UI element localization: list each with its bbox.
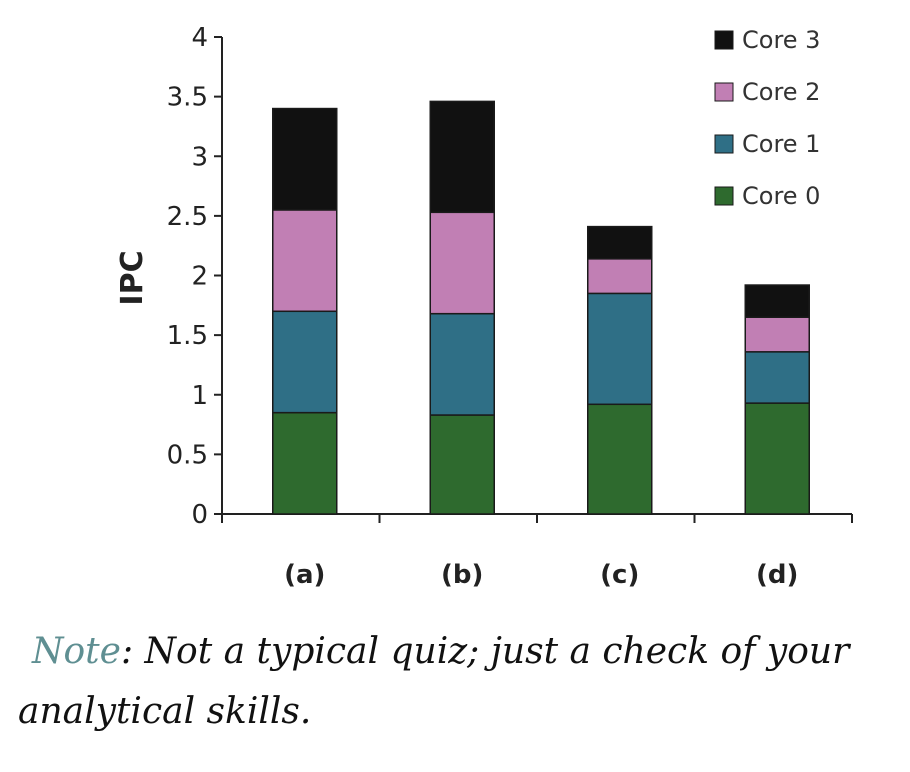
legend-swatch [714,30,734,50]
bar-segment-core-1 [744,351,810,404]
y-axis-label: IPC [115,250,150,305]
bar-segment-core-3 [272,107,338,211]
bar-segment-core-2 [744,316,810,353]
legend-label: Core 0 [742,182,820,210]
legend-label: Core 1 [742,130,820,158]
bar-segment-core-1 [429,312,495,416]
chart-bars [272,100,810,515]
chart-tick-labels: 0 0.5 1 1.5 2 2.5 3 3.5 4 (a) (b) (c) (d) [167,23,799,590]
bar-segment-core-0 [272,411,338,515]
bar-segment-core-1 [587,292,653,406]
bar-segment-core-0 [744,402,810,515]
y-tick-label: 4 [191,23,208,53]
legend-swatch [714,82,734,102]
y-tick-label: 1 [191,381,208,411]
bar-segment-core-1 [272,310,338,414]
y-tick-label: 0.5 [167,440,208,470]
stacked-bar-chart: 00.511.522.533.54(a) (b) (c) (d) Core 3Core… [115,23,853,590]
legend-swatch [714,186,734,206]
x-category-label: (b) [441,560,483,590]
y-tick-label: 3.5 [167,83,208,113]
bar-segment-core-2 [429,211,495,315]
note-text: Note: Not a typical quiz; just a check o… [18,622,898,742]
x-category-label: (d) [756,560,798,590]
legend-label: Core 2 [742,78,820,106]
chart-legend: Core 3 Core 2 Core 1 Core 0 [714,26,820,210]
legend-label: Core 3 [742,26,820,54]
y-tick-label: 0 [191,500,208,530]
bar-segment-core-3 [587,225,653,260]
x-category-label: (a) [284,560,325,590]
bar-segment-core-0 [429,414,495,515]
legend-swatch [714,134,734,154]
y-tick-label: 3 [191,142,208,172]
bar-segment-core-3 [744,284,810,318]
y-tick-label: 2.5 [167,202,208,232]
bar-segment-core-0 [587,403,653,515]
bar-segment-core-2 [587,258,653,295]
bar-segment-core-2 [272,209,338,313]
y-tick-label: 2 [191,262,208,292]
y-tick-label: 1.5 [167,321,208,351]
bar-segment-core-3 [429,100,495,214]
note-label: Note [32,631,121,672]
x-category-label: (c) [600,560,639,590]
note-body: : Not a typical quiz; just a check of yo… [18,631,850,732]
